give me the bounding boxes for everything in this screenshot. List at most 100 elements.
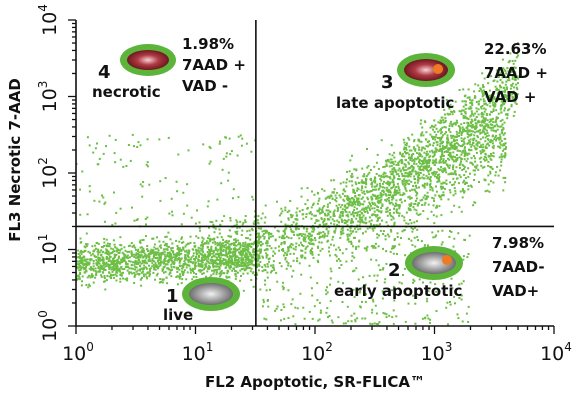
scatter-point [182,272,185,275]
scatter-point [381,219,383,222]
scatter-point [401,230,404,233]
scatter-point [306,245,309,248]
scatter-point [429,318,432,321]
scatter-point [427,153,430,156]
scatter-point [357,245,360,248]
scatter-point [406,288,409,291]
scatter-point [418,146,421,149]
scatter-point [452,159,455,162]
scatter-point [485,129,488,132]
scatter-point [85,243,88,246]
scatter-point [219,246,222,249]
scatter-point [228,250,231,253]
scatter-point [92,269,95,272]
scatter-point [479,129,482,131]
scatter-point [455,147,458,150]
scatter-point [218,256,221,259]
scatter-point [377,218,380,221]
scatter-point [245,258,248,261]
scatter-point [440,156,443,159]
scatter-point [267,233,270,236]
scatter-point [187,252,190,255]
scatter-point [414,199,417,202]
scatter-point [379,229,382,232]
scatter-point [363,190,366,193]
scatter-point [175,239,178,242]
scatter-point [354,201,357,203]
scatter-point [485,135,488,138]
scatter-point [377,209,380,212]
scatter-point [194,261,197,264]
scatter-point [284,232,287,235]
scatter-point [492,126,495,129]
scatter-point [417,138,420,141]
scatter-point [329,267,332,270]
scatter-point [100,249,103,252]
scatter-point [405,211,408,214]
scatter-point [197,258,200,261]
scatter-point [384,278,387,281]
scatter-point [318,207,321,210]
scatter-point [177,266,179,269]
scatter-point [391,170,394,173]
scatter-point [426,217,429,220]
scatter-point [157,249,160,252]
scatter-point [351,255,354,258]
scatter-point [170,268,173,271]
scatter-point [79,213,82,216]
scatter-point [484,128,487,131]
scatter-point [411,153,413,156]
scatter-point [197,260,200,263]
scatter-point [362,214,365,217]
scatter-point [435,234,438,237]
scatter-point [122,259,125,262]
scatter-point [304,203,307,206]
scatter-point [78,276,81,279]
scatter-point [478,100,480,103]
scatter-point [433,200,436,202]
scatter-point [424,201,427,204]
scatter-point [394,170,397,173]
scatter-point [448,167,451,169]
scatter-point [338,194,341,197]
scatter-point [260,244,262,247]
scatter-point [339,230,342,233]
scatter-point [316,282,319,285]
scatter-point [207,242,210,245]
scatter-point [257,256,260,259]
scatter-point [105,261,108,264]
scatter-point [506,79,509,82]
scatter-point [428,178,431,180]
scatter-point [426,182,429,185]
scatter-point [482,136,484,139]
scatter-point [133,219,136,222]
scatter-point [474,160,477,163]
scatter-point [187,264,190,267]
scatter-point [352,270,355,273]
scatter-point [318,237,321,240]
scatter-point [216,242,219,244]
scatter-point [86,243,89,246]
scatter-point [297,227,300,230]
scatter-point [392,309,395,312]
scatter-point [358,216,361,218]
scatter-point [516,52,519,55]
scatter-point [441,140,444,143]
scatter-point [141,268,144,271]
scatter-point [329,283,331,286]
scatter-point [225,246,228,249]
scatter-point [301,249,304,252]
scatter-point [442,155,445,157]
scatter-point [419,155,422,157]
scatter-point [497,112,500,115]
scatter-point [352,220,354,223]
scatter-point [346,233,349,236]
scatter-point [440,155,443,158]
scatter-point [491,154,494,157]
scatter-point [289,244,292,247]
scatter-point [361,179,364,182]
scatter-point [458,156,461,159]
scatter-point [475,165,478,168]
scatter-point [382,166,385,168]
scatter-point [113,276,115,279]
